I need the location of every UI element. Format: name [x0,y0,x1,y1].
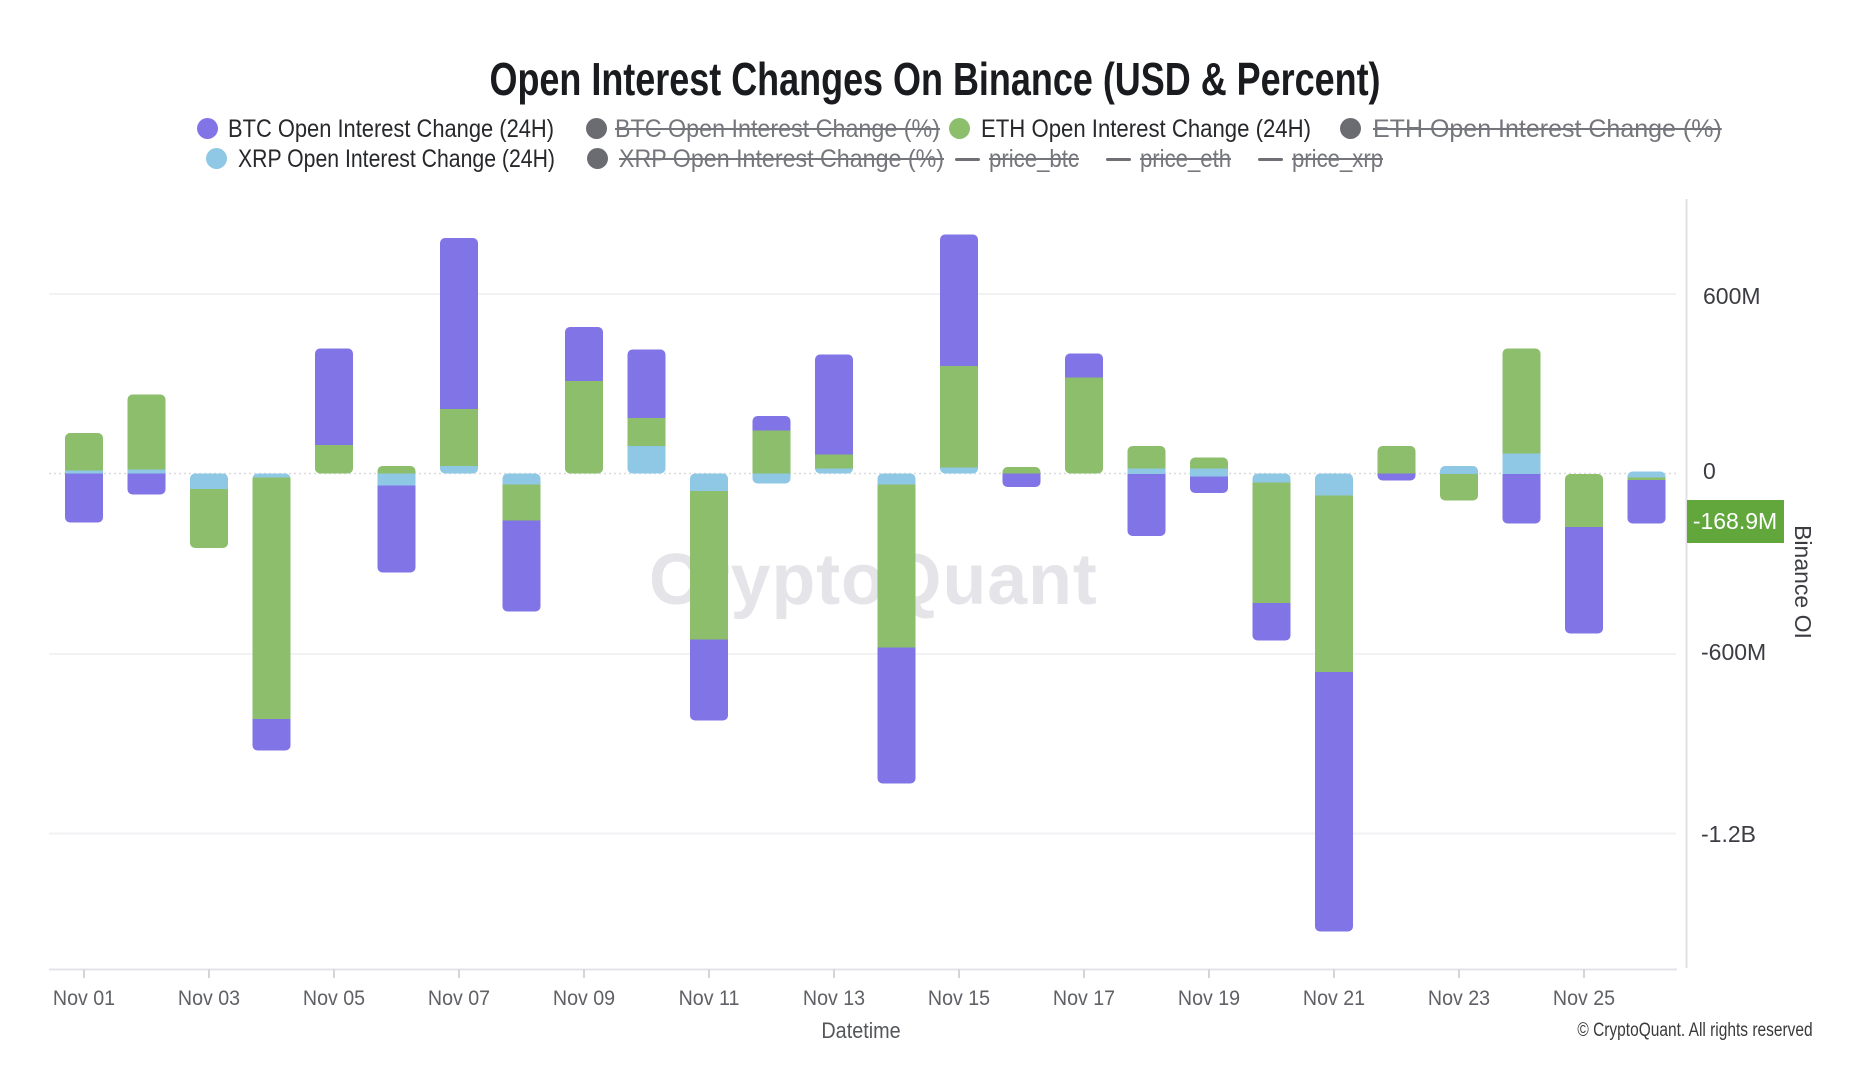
svg-text:Binance OI: Binance OI [1790,525,1816,639]
svg-text:-168.9M: -168.9M [1693,508,1777,534]
